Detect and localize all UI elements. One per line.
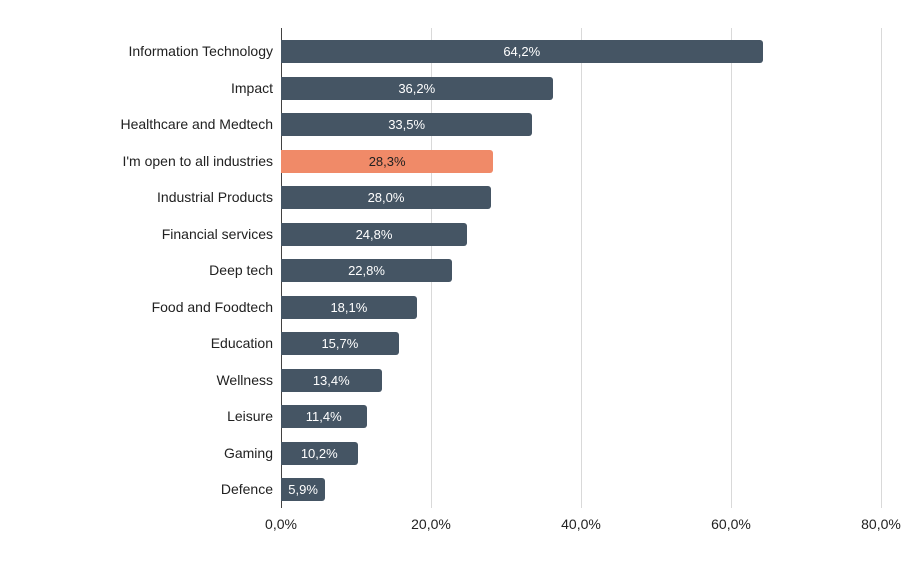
bar-row: Education 15,7% (0, 320, 881, 357)
bar-value-label: 28,0% (367, 190, 405, 206)
bar-row: I'm open to all industries 28,3% (0, 138, 881, 175)
bar: 15,7% (281, 332, 399, 356)
bar-row: Industrial Products 28,0% (0, 174, 881, 211)
bar: 10,2% (281, 441, 358, 465)
bar-row: Food and Foodtech 18,1% (0, 284, 881, 321)
bar-track: 22,8% (281, 247, 881, 284)
category-label: Education (210, 335, 273, 352)
bar-track: 64,2% (281, 28, 881, 65)
bar-row: Defence 5,9% (0, 466, 881, 503)
bar: 18,1% (281, 295, 417, 319)
bar-value-label: 10,2% (300, 445, 338, 461)
category-label: Defence (220, 481, 273, 498)
bar-track: 10,2% (281, 430, 881, 467)
bar-value-label: 24,8% (355, 226, 393, 242)
bar-highlighted: 28,3% (281, 149, 494, 173)
bar-value-label: 15,7% (321, 336, 359, 352)
bar-value-label: 28,3% (368, 153, 406, 169)
bar-value-label: 22,8% (348, 263, 385, 279)
category-label: Gaming (223, 444, 273, 461)
bar-track: 24,8% (281, 211, 881, 248)
bar: 28,0% (281, 186, 491, 210)
bar-track: 36,2% (281, 65, 881, 102)
category-label: Deep tech (209, 262, 273, 279)
bar-track: 15,7% (281, 320, 881, 357)
category-label: Leisure (227, 408, 273, 425)
bar-row: Healthcare and Medtech 33,5% (0, 101, 881, 138)
bar-value-label: 64,2% (503, 44, 541, 59)
bar-track: 18,1% (281, 284, 881, 321)
bar: 22,8% (281, 259, 452, 283)
x-axis-tick-label: 0,0% (265, 516, 297, 532)
x-axis-tick-label: 80,0% (861, 516, 901, 532)
bar-track: 5,9% (281, 466, 881, 503)
bar: 11,4% (281, 405, 367, 429)
bar-value-label: 33,5% (388, 117, 426, 133)
category-label: Food and Foodtech (151, 298, 273, 315)
x-axis-tick-label: 60,0% (711, 516, 751, 532)
category-label: Information Technology (128, 43, 274, 59)
bar: 33,5% (281, 113, 533, 137)
bar-row: Gaming 10,2% (0, 430, 881, 467)
category-label: Industrial Products (157, 189, 273, 206)
category-label: I'm open to all industries (122, 152, 273, 169)
bar: 24,8% (281, 222, 467, 246)
x-axis-tick-label: 40,0% (561, 516, 601, 532)
bar-row: Financial services 24,8% (0, 211, 881, 248)
bar-track: 28,0% (281, 174, 881, 211)
bar: 5,9% (281, 478, 326, 502)
bar-track: 33,5% (281, 101, 881, 138)
bar: 64,2% (281, 40, 763, 63)
bar-row: Deep tech 22,8% (0, 247, 881, 284)
bar-track: 11,4% (281, 393, 881, 430)
bar: 13,4% (281, 368, 382, 392)
bar-value-label: 18,1% (330, 299, 368, 315)
bar-value-label: 11,4% (305, 409, 342, 425)
x-axis: 0,0% 20,0% 40,0% 60,0% 80,0% (0, 516, 910, 538)
bar-track: 13,4% (281, 357, 881, 394)
gridline (731, 28, 732, 508)
category-label: Impact (230, 79, 273, 96)
bar-row: Information Technology 64,2% (0, 28, 881, 65)
bar-row: Leisure 11,4% (0, 393, 881, 430)
category-label: Financial services (161, 225, 273, 242)
gridline (881, 28, 882, 508)
bar-track: 28,3% (281, 138, 881, 175)
category-label: Healthcare and Medtech (120, 116, 273, 133)
bar: 36,2% (281, 76, 553, 100)
bar-row: Wellness 13,4% (0, 357, 881, 394)
category-label: Wellness (216, 371, 273, 388)
x-axis-tick-label: 20,0% (411, 516, 451, 532)
bar-value-label: 36,2% (398, 80, 436, 96)
gridline (581, 28, 582, 508)
bar-value-label: 13,4% (312, 372, 350, 388)
bars-layer: Information Technology 64,2% Impact 36,2% He… (0, 28, 881, 503)
bar-value-label: 5,9% (288, 482, 318, 498)
bar-row: Impact 36,2% (0, 65, 881, 102)
